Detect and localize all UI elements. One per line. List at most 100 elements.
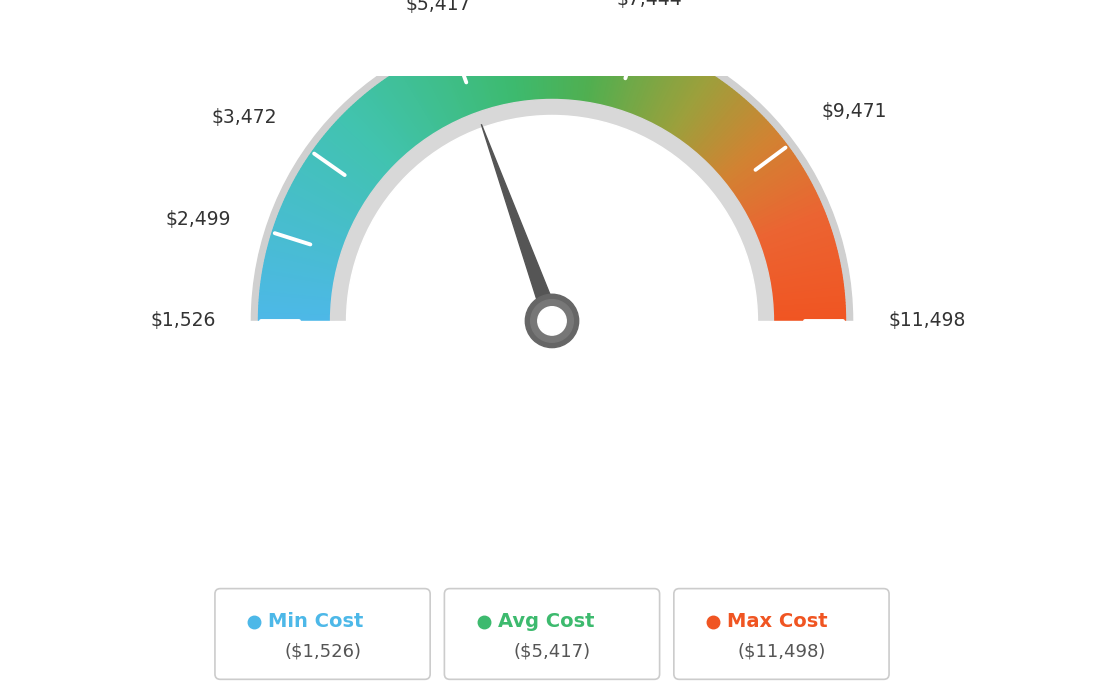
Text: $5,417: $5,417 — [405, 0, 471, 14]
Wedge shape — [444, 47, 474, 118]
Wedge shape — [465, 40, 489, 113]
Wedge shape — [372, 87, 421, 149]
Wedge shape — [762, 242, 836, 264]
Wedge shape — [619, 42, 646, 115]
Wedge shape — [479, 36, 500, 110]
Wedge shape — [330, 127, 389, 179]
Wedge shape — [259, 293, 336, 303]
Wedge shape — [719, 132, 778, 182]
Wedge shape — [279, 210, 350, 241]
Circle shape — [526, 294, 578, 348]
Wedge shape — [286, 193, 355, 228]
Wedge shape — [760, 230, 832, 256]
Wedge shape — [378, 83, 424, 146]
Wedge shape — [647, 57, 682, 126]
Wedge shape — [330, 99, 774, 321]
Wedge shape — [533, 28, 541, 104]
Wedge shape — [683, 87, 732, 149]
Wedge shape — [392, 73, 435, 138]
Wedge shape — [252, 20, 852, 321]
Text: $11,498: $11,498 — [889, 311, 966, 331]
Wedge shape — [665, 70, 707, 136]
Wedge shape — [261, 281, 336, 294]
Wedge shape — [267, 248, 341, 269]
Wedge shape — [561, 28, 567, 104]
Wedge shape — [768, 290, 845, 300]
Wedge shape — [263, 266, 338, 282]
Wedge shape — [493, 32, 511, 108]
Wedge shape — [760, 233, 832, 258]
Wedge shape — [296, 174, 363, 214]
Wedge shape — [537, 28, 543, 104]
Wedge shape — [701, 107, 755, 164]
FancyBboxPatch shape — [673, 589, 889, 680]
Wedge shape — [390, 75, 434, 139]
Wedge shape — [700, 105, 753, 162]
Wedge shape — [429, 53, 464, 123]
Wedge shape — [545, 28, 550, 103]
Wedge shape — [384, 78, 429, 142]
Wedge shape — [764, 251, 838, 271]
Wedge shape — [497, 32, 513, 107]
Wedge shape — [311, 151, 374, 197]
Wedge shape — [563, 28, 571, 104]
Wedge shape — [320, 139, 381, 188]
Wedge shape — [418, 58, 455, 127]
Wedge shape — [521, 29, 531, 104]
Wedge shape — [261, 287, 336, 298]
Wedge shape — [422, 57, 457, 126]
Wedge shape — [724, 141, 786, 189]
Wedge shape — [435, 50, 468, 121]
Wedge shape — [326, 132, 385, 182]
Wedge shape — [467, 39, 491, 112]
Wedge shape — [768, 284, 843, 296]
Wedge shape — [636, 50, 669, 121]
Wedge shape — [349, 107, 403, 164]
Wedge shape — [597, 34, 616, 108]
Wedge shape — [416, 59, 453, 128]
Wedge shape — [599, 34, 619, 109]
Wedge shape — [470, 38, 493, 112]
Wedge shape — [707, 113, 762, 168]
Wedge shape — [714, 124, 772, 177]
Wedge shape — [736, 164, 802, 206]
Wedge shape — [766, 269, 841, 284]
Wedge shape — [438, 49, 469, 120]
Wedge shape — [633, 48, 662, 119]
Wedge shape — [265, 257, 339, 275]
Wedge shape — [512, 30, 524, 105]
Text: Avg Cost: Avg Cost — [498, 613, 594, 631]
Wedge shape — [400, 68, 442, 135]
Wedge shape — [615, 40, 639, 113]
Wedge shape — [659, 66, 699, 132]
Wedge shape — [741, 174, 808, 214]
Wedge shape — [565, 28, 573, 104]
Wedge shape — [686, 89, 734, 150]
Wedge shape — [332, 124, 390, 177]
Wedge shape — [276, 219, 348, 247]
Wedge shape — [613, 39, 637, 112]
Wedge shape — [580, 30, 592, 105]
Wedge shape — [290, 185, 359, 222]
Wedge shape — [549, 28, 552, 103]
Wedge shape — [312, 148, 375, 195]
Polygon shape — [481, 124, 560, 324]
Wedge shape — [765, 260, 840, 278]
Text: $9,471: $9,471 — [821, 101, 888, 121]
Wedge shape — [577, 30, 588, 105]
Wedge shape — [317, 144, 379, 191]
Wedge shape — [388, 77, 432, 141]
Wedge shape — [743, 179, 810, 218]
Wedge shape — [554, 28, 559, 103]
Wedge shape — [584, 30, 598, 106]
Wedge shape — [382, 80, 427, 144]
Wedge shape — [447, 46, 476, 117]
Wedge shape — [678, 81, 724, 145]
Wedge shape — [503, 31, 518, 106]
Wedge shape — [753, 207, 824, 239]
Wedge shape — [340, 116, 396, 170]
Wedge shape — [461, 41, 487, 114]
Wedge shape — [302, 164, 368, 206]
FancyBboxPatch shape — [215, 589, 431, 680]
Wedge shape — [725, 144, 787, 191]
